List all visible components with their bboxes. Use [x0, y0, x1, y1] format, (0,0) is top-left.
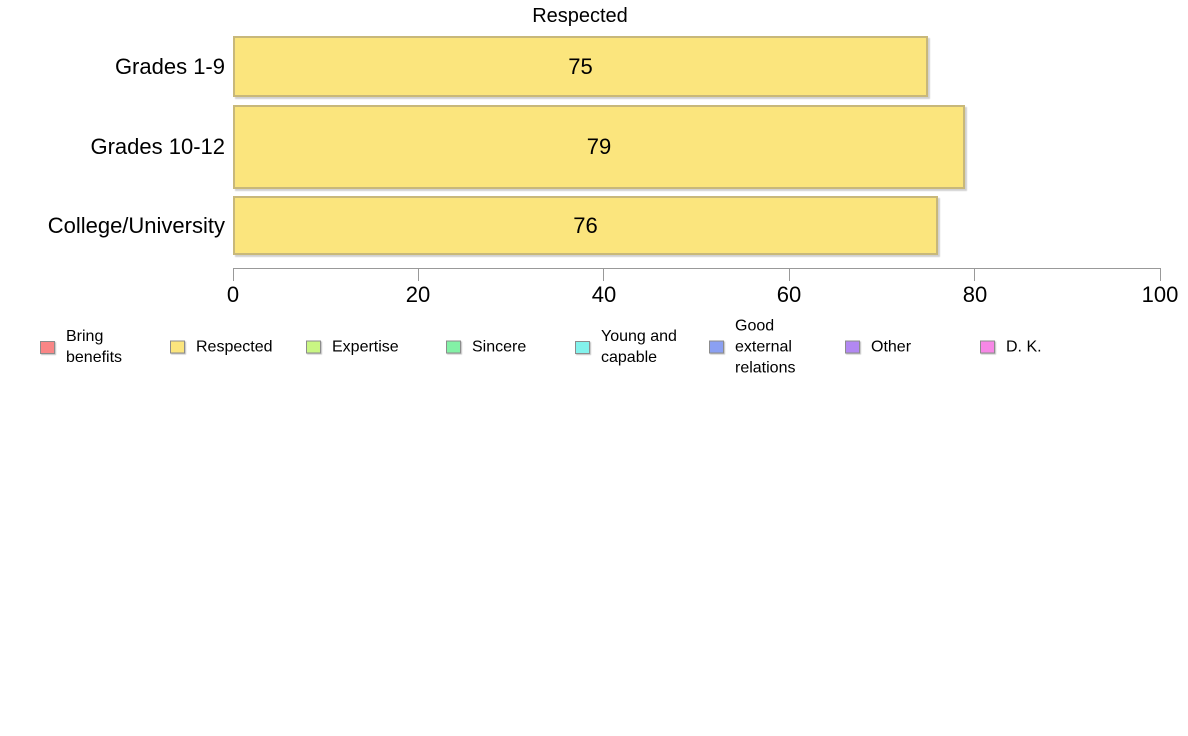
legend-item: Expertise: [306, 337, 399, 358]
x-axis-tick-label: 60: [776, 282, 802, 307]
category-label: Grades 1-9: [114, 53, 225, 79]
legend-swatch-icon: [40, 340, 55, 354]
legend-item: D. K.: [980, 337, 1042, 358]
x-axis-line: [233, 268, 1161, 269]
legend-item-label: Sincere: [472, 338, 527, 356]
x-axis-tick-label: 0: [226, 282, 240, 307]
legend-item: Other: [845, 337, 911, 358]
legend-item: Sincere: [446, 337, 526, 358]
legend-item-label: Respected: [196, 338, 273, 356]
legend-item-label: D. K.: [1006, 338, 1042, 356]
x-axis-tick-label: 100: [1141, 282, 1179, 307]
legend-swatch-icon: [170, 340, 185, 354]
bar-value-label: 75: [568, 53, 593, 79]
x-axis-tick-label: 80: [962, 282, 988, 307]
x-axis-tick-label: 40: [591, 282, 617, 307]
legend-item: Bring benefits: [40, 326, 128, 368]
legend-item-label: Bring benefits: [66, 328, 123, 366]
x-axis-tick-label: 20: [405, 282, 431, 307]
x-axis-tick: [233, 268, 234, 281]
legend-item-label: Young and capable: [601, 328, 677, 366]
x-axis-tick: [603, 268, 604, 281]
legend-item: Respected: [170, 337, 273, 358]
legend-item-label: Other: [871, 338, 912, 356]
category-label: Grades 10-12: [90, 134, 225, 159]
bar-3: 76: [233, 196, 938, 255]
x-axis-tick: [1160, 268, 1161, 281]
legend-swatch-icon: [980, 340, 995, 354]
legend-swatch-icon: [306, 340, 321, 354]
bar-1: 75: [233, 36, 928, 97]
x-axis-tick: [789, 268, 790, 281]
legend-swatch-icon: [709, 340, 724, 354]
legend-item: Young and capable: [575, 326, 693, 368]
category-label: College/University: [47, 212, 225, 238]
x-axis-tick: [974, 268, 975, 281]
bar-2: 79: [233, 105, 965, 189]
legend-item-label: Expertise: [332, 338, 399, 356]
legend-item-label: Good external relations: [735, 317, 796, 377]
x-axis-tick: [418, 268, 419, 281]
legend-item: Good external relations: [709, 316, 805, 379]
legend-swatch-icon: [446, 340, 461, 354]
bar-value-label: 79: [586, 134, 612, 159]
legend-swatch-icon: [575, 340, 590, 354]
bar-value-label: 76: [573, 212, 598, 238]
legend-swatch-icon: [845, 340, 860, 354]
chart-title: Respected: [532, 5, 628, 27]
